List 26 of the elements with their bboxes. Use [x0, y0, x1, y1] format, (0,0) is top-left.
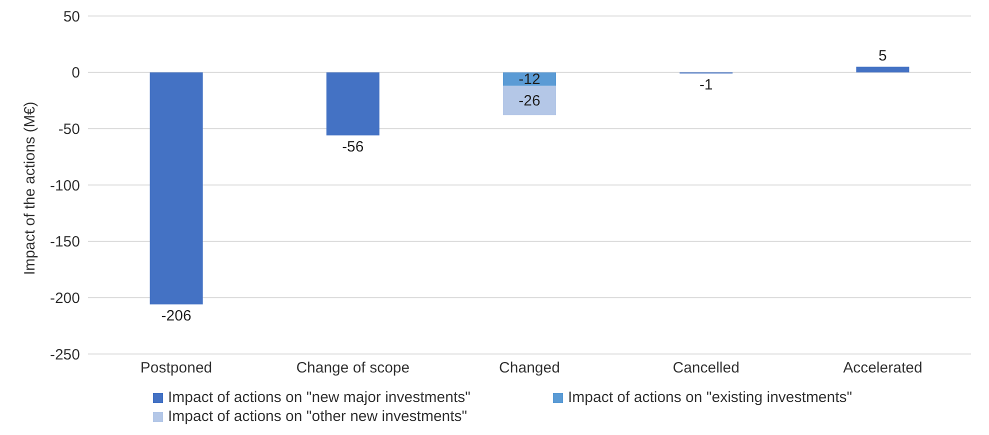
x-tick-label: Changed	[499, 360, 560, 377]
y-axis-title: Impact of the actions (M€)	[21, 102, 38, 275]
y-tick-label: -100	[50, 177, 80, 194]
y-tick-label: -250	[50, 346, 80, 364]
data-label: -26	[518, 92, 540, 110]
bar	[503, 86, 556, 116]
y-tick-label: -50	[58, 120, 80, 138]
x-tick-label: Accelerated	[843, 360, 922, 377]
data-label: -206	[161, 307, 192, 324]
data-label: -1	[699, 76, 713, 94]
y-tick-label: -150	[50, 234, 80, 251]
legend-label: Impact of actions on "existing investments"	[568, 389, 852, 406]
x-tick-label: Cancelled	[672, 360, 740, 377]
y-tick-label: -200	[50, 290, 80, 307]
legend-label: Impact of actions on "other new investments"	[168, 408, 468, 425]
bar	[150, 72, 203, 304]
y-tick-label: 50	[63, 8, 80, 26]
data-label: 5	[878, 48, 887, 65]
y-tick-label: 0	[72, 64, 80, 82]
bar	[856, 66, 910, 72]
data-label: -12	[518, 71, 540, 88]
x-tick-label: Change of scope	[296, 360, 410, 377]
legend-label: Impact of actions on "new major investments"	[168, 389, 470, 406]
bar	[326, 72, 380, 136]
data-label: -56	[342, 138, 364, 156]
x-tick-label: Postponed	[140, 360, 212, 377]
